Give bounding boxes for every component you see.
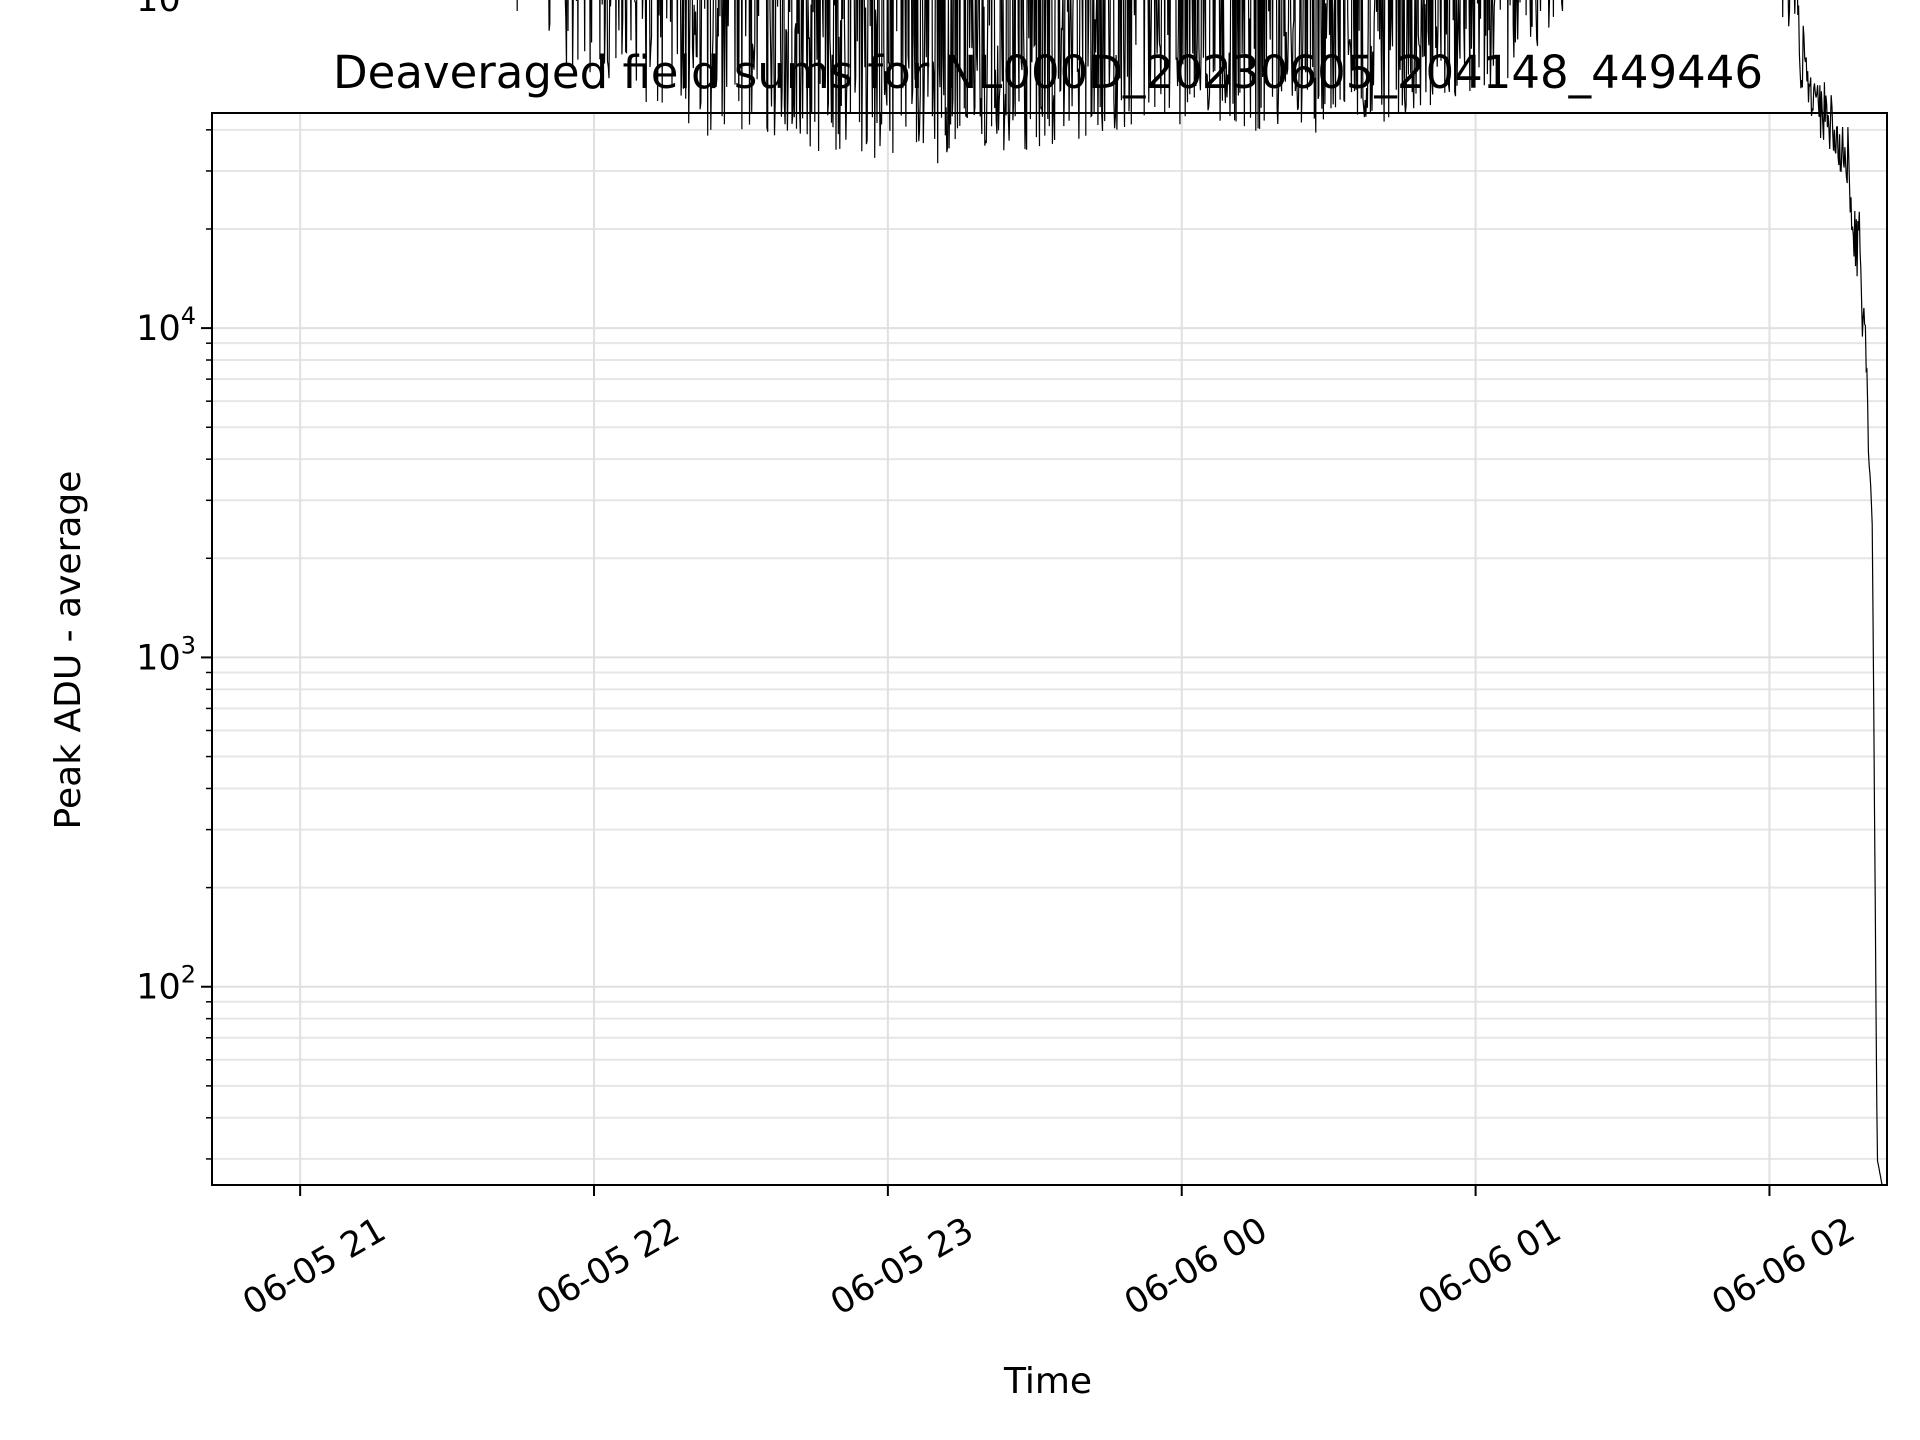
chart-title: Deaveraged field sums for NL000D_2023060… bbox=[333, 46, 1763, 99]
y-tick-label: 102 bbox=[136, 961, 196, 1008]
grid bbox=[212, 113, 1887, 1185]
plot-frame bbox=[211, 112, 1888, 1186]
y-axis-label: Peak ADU - average bbox=[48, 471, 89, 830]
y-tick-label: 105 bbox=[136, 0, 196, 20]
x-axis-label: Time bbox=[1003, 1361, 1092, 1402]
y-tick-label: 103 bbox=[136, 631, 196, 678]
y-tick-label: 104 bbox=[136, 302, 196, 349]
